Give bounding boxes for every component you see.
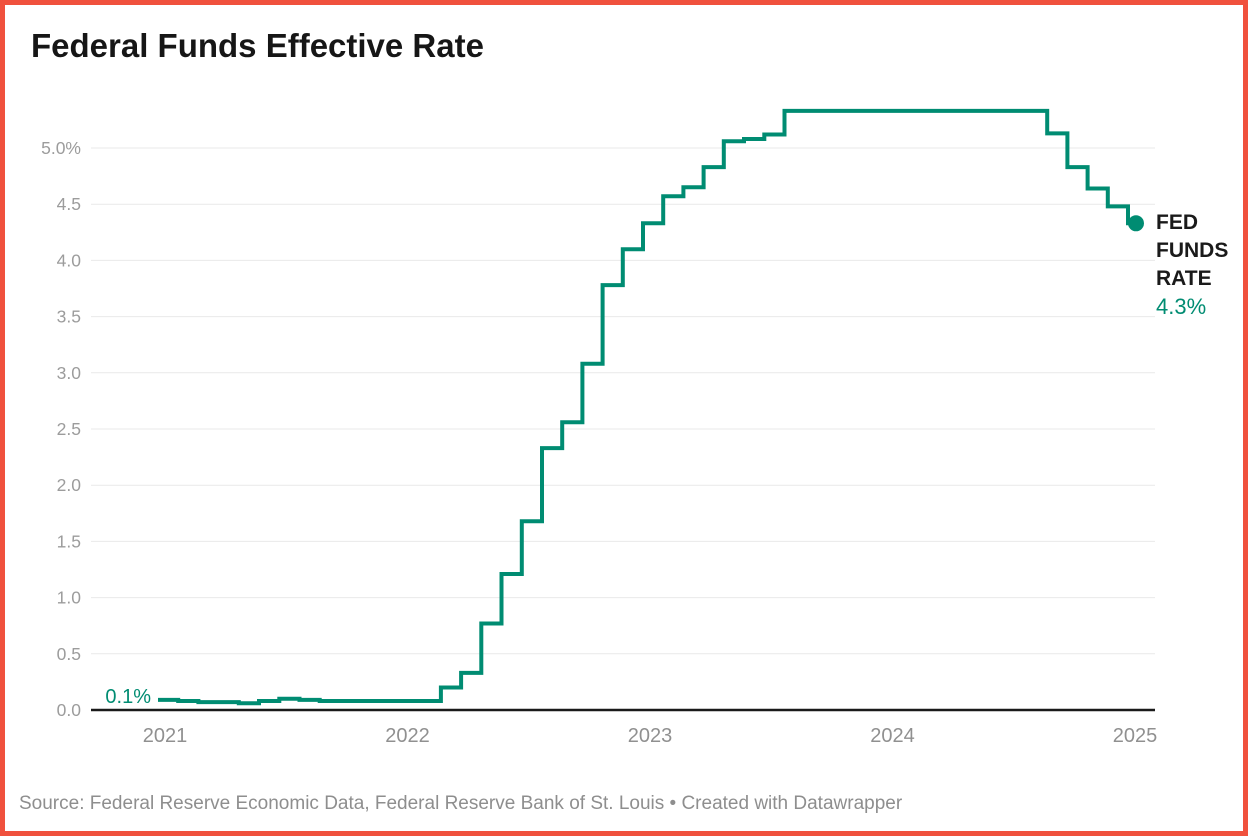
y-axis-tick-label: 3.5: [57, 307, 81, 327]
y-axis-tick-label: 2.0: [57, 475, 82, 495]
y-axis-tick-label: 5.0%: [41, 138, 81, 158]
chart-area: 0.0 0.5 1.0 1.5 2.0 2.5 3.0 3.5 4.0 4.5 5.0% 2021 20…: [5, 5, 1243, 831]
series-label-line-3: RATE: [1156, 267, 1212, 290]
page-title: Federal Funds Effective Rate: [31, 27, 484, 64]
series-label-line-2: FUNDS: [1156, 239, 1229, 262]
x-axis-tick-label: 2024: [870, 725, 915, 747]
series-end-value: 4.3%: [1156, 294, 1207, 319]
y-axis-tick-label: 0.5: [57, 644, 81, 664]
y-axis-tick-label: 4.0: [57, 250, 82, 270]
series-label-line-1: FED: [1156, 211, 1198, 234]
y-axis-tick-label: 3.0: [57, 363, 82, 383]
y-axis-tick-label: 1.5: [57, 531, 81, 551]
source-note: Source: Federal Reserve Economic Data, F…: [19, 793, 903, 814]
y-axis-tick-label: 2.5: [57, 419, 81, 439]
x-axis-tick-label: 2022: [385, 725, 430, 747]
x-axis-tick-label: 2023: [628, 725, 673, 747]
line-end-dot: [1128, 215, 1144, 232]
start-value-label: 0.1%: [105, 686, 151, 708]
y-axis-tick-label: 4.5: [57, 194, 81, 214]
rate-step-line: [158, 108, 1136, 706]
series-end-annotation: FED FUNDS RATE 4.3%: [1156, 209, 1228, 321]
y-axis-tick-label: 1.0: [57, 588, 82, 608]
y-axis-tick-label: 0.0: [57, 700, 82, 720]
chart-svg: 0.0 0.5 1.0 1.5 2.0 2.5 3.0 3.5 4.0 4.5 5.0% 2021 20…: [41, 108, 1158, 747]
x-axis-tick-label: 2021: [143, 725, 188, 747]
x-axis-tick-label: 2025: [1113, 725, 1158, 747]
